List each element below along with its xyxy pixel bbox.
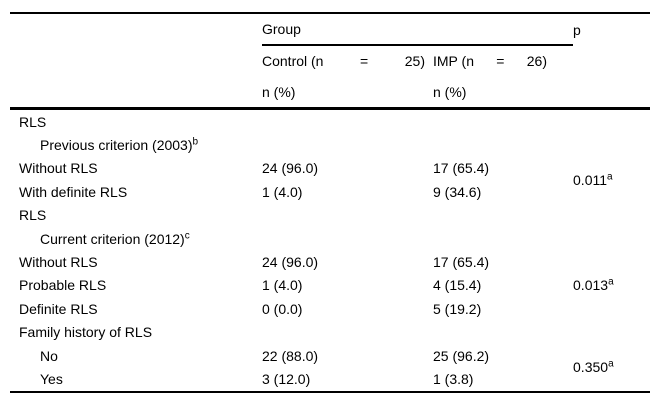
control-value: 1 (4.0) <box>262 183 303 200</box>
imp-group-eq: = <box>496 53 505 69</box>
footnote-marker: c <box>184 229 190 241</box>
row-label: Family history of RLS <box>19 324 153 341</box>
row-label: Previous criterion (2003)b <box>40 136 199 154</box>
imp-group-header: IMP (n = 26) <box>433 53 547 69</box>
control-value <box>262 227 433 250</box>
control-group-header: Control (n = 25) <box>262 53 425 69</box>
imp-value <box>433 204 573 227</box>
group-header: Group <box>262 13 574 46</box>
imp-value <box>433 321 573 344</box>
p-column-header: p <box>573 21 581 38</box>
control-value: 24 (96.0) <box>262 254 319 271</box>
imp-value: 5 (19.2) <box>433 300 482 317</box>
imp-value: 17 (65.4) <box>433 254 490 271</box>
control-group-eq: = <box>360 53 369 69</box>
spacer-cell <box>10 76 262 110</box>
control-value: 24 (96.0) <box>262 160 319 177</box>
table-row: Previous criterion (2003)b <box>10 133 650 156</box>
row-label: Yes <box>10 367 262 393</box>
footnote-marker: a <box>608 358 614 370</box>
table-header: Group p Control (n = 25) IMP (n = 26) <box>10 13 651 110</box>
table-row: Yes 3 (12.0) 1 (3.8) <box>10 367 650 393</box>
row-label: With definite RLS <box>19 183 128 200</box>
control-value <box>262 109 433 134</box>
header-row-subgroups: Control (n = 25) IMP (n = 26) <box>10 45 650 76</box>
spacer-cell <box>10 45 262 76</box>
header-row-group: Group p <box>10 13 650 46</box>
control-value <box>262 204 433 227</box>
header-row-units: n (%) n (%) <box>10 76 651 110</box>
imp-value <box>433 133 573 156</box>
p-value-cell <box>573 109 650 157</box>
spacer-cell <box>573 76 651 110</box>
control-value: 0 (0.0) <box>262 300 303 317</box>
control-unit-header: n (%) <box>262 76 433 110</box>
control-group-name: Control (n <box>262 53 324 69</box>
p-value-cell <box>573 321 650 344</box>
p-value: 0.013 <box>573 277 609 294</box>
table-row: RLS <box>10 109 650 134</box>
row-label: Probable RLS <box>19 277 107 294</box>
spacer-cell <box>10 13 262 45</box>
control-value <box>262 321 433 344</box>
table-row: Without RLS 24 (96.0) 17 (65.4) 0.011a <box>10 157 650 188</box>
imp-group-name: IMP (n <box>433 53 474 69</box>
control-group-header-cell: Control (n = 25) <box>262 45 433 76</box>
table-row: Family history of RLS <box>10 321 650 344</box>
row-label: Definite RLS <box>19 300 98 317</box>
table-body: RLS Previous criterion (2003)b Without R… <box>10 109 651 393</box>
table-row: Probable RLS 1 (4.0) 4 (15.4) <box>10 274 650 297</box>
row-label: Without RLS <box>19 254 98 271</box>
control-group-n: 25) <box>404 53 425 69</box>
imp-group-n: 26) <box>526 53 547 69</box>
p-value-cell: 0.013a <box>573 250 650 320</box>
spacer-cell <box>573 45 650 76</box>
rls-statistics-table: Group p Control (n = 25) IMP (n = 26) <box>10 12 651 393</box>
imp-unit-header: n (%) <box>433 76 574 110</box>
row-label: Without RLS <box>19 160 98 177</box>
footnote-marker: a <box>608 276 614 288</box>
footnote-marker: a <box>607 171 613 183</box>
row-label: Current criterion (2012)c <box>40 229 190 247</box>
imp-value: 17 (65.4) <box>433 160 490 177</box>
row-label: RLS <box>19 113 47 130</box>
p-value: 0.350 <box>573 359 609 376</box>
control-value: 3 (12.0) <box>262 367 433 393</box>
imp-group-header-cell: IMP (n = 26) <box>433 45 573 76</box>
p-value-cell <box>573 204 650 251</box>
imp-value: 1 (3.8) <box>433 367 574 393</box>
control-value <box>262 133 433 156</box>
table-row: Definite RLS 0 (0.0) 5 (19.2) <box>10 297 650 320</box>
imp-value: 25 (96.2) <box>433 347 490 364</box>
p-value: 0.011 <box>573 172 608 189</box>
imp-value: 9 (34.6) <box>433 183 482 200</box>
row-label: No <box>40 347 58 364</box>
imp-value: 4 (15.4) <box>433 277 482 294</box>
table-row: No 22 (88.0) 25 (96.2) 0.350a <box>10 343 651 393</box>
imp-value <box>433 109 573 134</box>
control-value: 1 (4.0) <box>262 277 303 294</box>
row-label: RLS <box>19 207 47 224</box>
p-value-cell: 0.011a <box>573 157 650 204</box>
table-row: RLS <box>10 204 650 227</box>
table-row: With definite RLS 1 (4.0) 9 (34.6) <box>10 180 650 203</box>
p-value-cell: 0.350a <box>573 343 651 393</box>
table-row: Without RLS 24 (96.0) 17 (65.4) 0.013a <box>10 250 650 293</box>
table-row: Current criterion (2012)c <box>10 227 650 250</box>
footnote-marker: b <box>192 136 199 148</box>
imp-value <box>433 227 573 250</box>
control-value: 22 (88.0) <box>262 347 319 364</box>
